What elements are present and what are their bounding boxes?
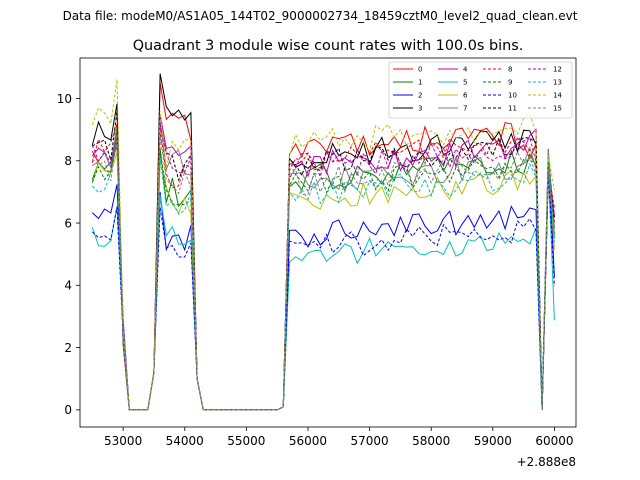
legend-label-module-15: 15 [553,105,562,113]
legend-label-module-7: 7 [463,105,467,113]
x-tick-label: 56000 [289,434,327,448]
x-tick-label: 59000 [474,434,512,448]
series-line-module-14 [91,79,555,411]
y-tick-label: 8 [64,154,72,168]
legend-label-module-13: 13 [553,79,562,87]
y-tick-label: 2 [64,341,72,355]
x-tick-label: 55000 [227,434,265,448]
y-axis: 0 2 4 6 8 10 [57,92,80,417]
series-line-module-8 [91,123,555,411]
legend-label-module-2: 2 [418,92,422,100]
series-line-module-3 [91,73,555,411]
legend-label-module-12: 12 [553,66,562,74]
series-line-module-9 [91,132,555,411]
y-tick-label: 10 [57,92,72,106]
figure-suptitle: Data file: modeM0/AS1A05_144T02_90000027… [63,9,578,23]
x-tick-label: 58000 [412,434,450,448]
x-tick-label: 60000 [535,434,573,448]
x-tick-label: 54000 [166,434,204,448]
plot-border [79,57,577,428]
chart-title: Quadrant 3 module wise count rates with … [133,38,524,54]
series-line-module-0 [91,82,555,411]
legend-label-module-3: 3 [418,105,422,113]
series-line-module-6 [91,152,555,411]
plot-area [80,58,576,427]
y-tick-label: 4 [64,279,72,293]
legend-label-module-0: 0 [418,66,422,74]
series-line-module-12 [91,123,555,411]
series-line-module-5 [91,164,555,411]
y-tick-label: 6 [64,216,72,230]
y-tick-label: 0 [64,403,72,417]
legend-label-module-10: 10 [508,92,517,100]
x-offset-label: +2.888e8 [517,455,576,469]
series-line-module-13 [91,143,555,411]
legend-label-module-8: 8 [508,66,512,74]
x-tick-label: 53000 [104,434,142,448]
series-lines [91,73,555,411]
legend-label-module-1: 1 [418,79,422,87]
legend-label-module-11: 11 [508,105,517,113]
series-line-module-10 [91,171,555,411]
legend-label-module-4: 4 [463,66,468,74]
legend-label-module-6: 6 [463,92,468,100]
legend-box [388,61,573,119]
series-line-module-15 [91,133,555,411]
legend-label-module-14: 14 [553,92,562,100]
x-axis: 53000 54000 55000 56000 57000 58000 59000 60000 [104,427,574,448]
legend-label-module-9: 9 [508,79,512,87]
x-tick-label: 57000 [350,434,388,448]
legend-label-module-5: 5 [463,79,467,87]
series-line-module-11 [92,110,555,411]
